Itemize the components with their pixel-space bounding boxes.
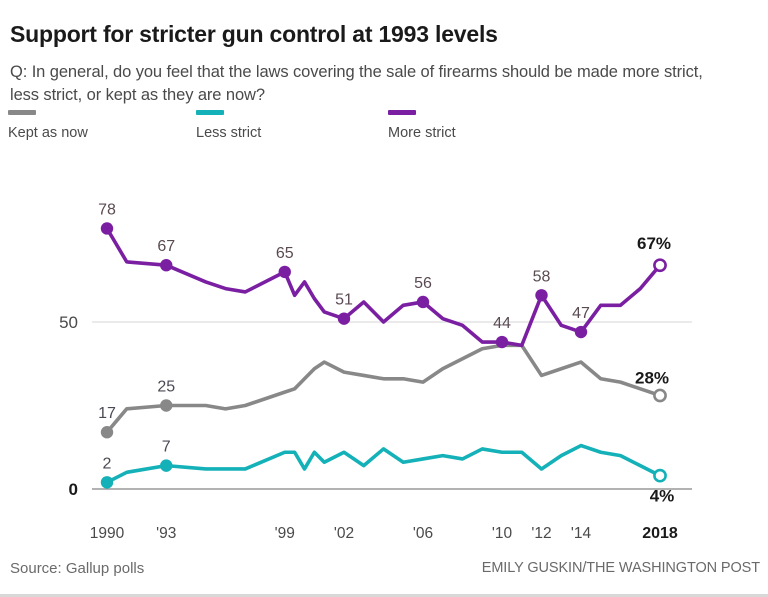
data-label-more-strict-2002: 51 [335,292,353,309]
data-point-kept-as-now-1993 [160,399,173,412]
data-point-more-strict-2012 [535,289,548,302]
y-axis-tick-0: 0 [69,480,78,499]
end-value-label-less-strict: 4% [650,487,675,506]
page-title: Support for stricter gun control at 1993… [10,21,498,48]
data-point-more-strict-1993 [160,259,173,272]
chart-question-subhead: Q: In general, do you feel that the laws… [10,62,703,105]
x-axis-tick-2018: 2018 [642,525,678,542]
data-label-more-strict-2012: 58 [533,268,551,285]
chart-footer: Source: Gallup polls EMILY GUSKIN/THE WA… [0,560,768,590]
data-label-more-strict-1990: 78 [98,201,116,218]
x-axis-tick-93: '93 [156,525,176,542]
chart-legend: Kept as now Less strict More strict [8,110,748,155]
series-line-kept-as-now [105,343,662,435]
series-line-less-strict [105,443,662,485]
data-label-more-strict-2014: 47 [572,305,590,322]
legend-swatch-kept-as-now [8,110,36,115]
data-label-more-strict-2006: 56 [414,275,432,292]
data-point-less-strict-1993 [160,459,173,472]
data-label-more-strict-2010: 44 [493,315,511,332]
x-axis-tick-99: '99 [275,525,295,542]
endpoint-marker-kept-as-now [653,388,667,403]
x-axis-tick-14: '14 [571,525,592,542]
credit-note: EMILY GUSKIN/THE WASHINGTON POST [481,560,760,576]
bottom-divider [0,594,768,597]
legend-item-more-strict: More strict [388,110,456,141]
data-point-more-strict-2002 [337,312,351,325]
data-label-more-strict-1993: 67 [157,238,175,255]
data-label-less-strict-1993: 7 [162,439,171,456]
end-value-label-more-strict: 67% [637,234,671,253]
data-point-more-strict-1990 [100,222,114,235]
legend-label-kept-as-now: Kept as now [8,125,88,141]
data-point-more-strict-2006 [416,295,430,309]
data-point-more-strict-1999 [278,265,291,279]
x-axis-tick-06: '06 [413,525,433,542]
source-note: Source: Gallup polls [10,560,145,577]
legend-item-less-strict: Less strict [196,110,261,141]
data-point-more-strict-2014 [574,325,588,339]
endpoint-marker-less-strict [653,468,667,483]
data-point-more-strict-2010 [495,335,509,349]
end-value-label-kept-as-now: 28% [635,368,669,387]
data-label-kept-as-now-1993: 25 [157,379,175,396]
series-line-more-strict [105,226,662,348]
data-point-kept-as-now-1990 [100,426,114,439]
data-label-more-strict-1999: 65 [276,245,294,262]
legend-swatch-less-strict [196,110,224,115]
endpoint-marker-more-strict [653,258,667,273]
x-axis-tick-10: '10 [492,525,513,542]
legend-swatch-more-strict [388,110,416,115]
data-label-kept-as-now-1990: 17 [98,405,116,422]
legend-label-less-strict: Less strict [196,125,262,141]
x-axis-tick-02: '02 [334,525,354,542]
x-axis-tick-1990: 1990 [90,525,125,542]
data-point-less-strict-1990 [100,476,114,489]
x-axis-tick-12: '12 [531,525,551,542]
legend-item-kept-as-now: Kept as now [8,110,88,141]
y-axis-tick-50: 50 [59,313,78,332]
legend-label-more-strict: More strict [388,125,456,141]
data-label-less-strict-1990: 2 [103,455,112,472]
